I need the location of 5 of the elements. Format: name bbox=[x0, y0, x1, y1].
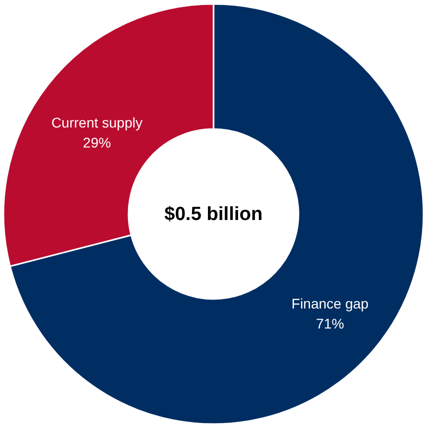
data-label: 29% bbox=[82, 134, 111, 151]
slice-label: Current supply bbox=[51, 114, 142, 131]
text: $0.5 billion bbox=[164, 204, 263, 225]
slice-label: Finance gap bbox=[292, 295, 369, 312]
data-label: 71% bbox=[316, 315, 344, 332]
